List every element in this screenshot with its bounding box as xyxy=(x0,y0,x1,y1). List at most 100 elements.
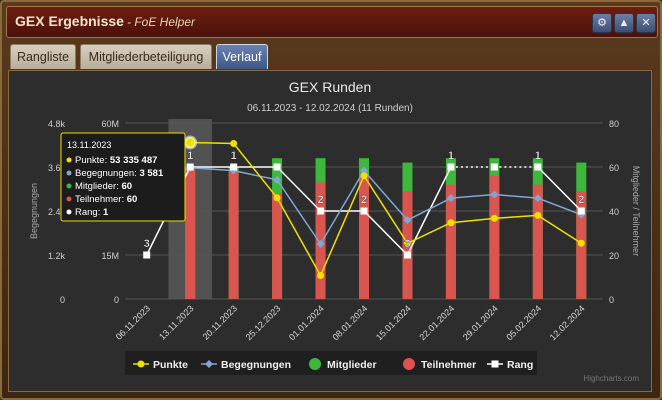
line-punkte xyxy=(190,141,582,278)
y-tick-label-begegnungen: 0 xyxy=(60,295,65,305)
tab-rangliste[interactable]: Rangliste xyxy=(10,44,76,69)
marker-rang xyxy=(360,207,368,215)
marker-punkte xyxy=(490,214,498,222)
chart-panel: GEX Runden 06.11.2023 - 12.02.2024 (11 Ru… xyxy=(8,70,652,392)
window-subtitle: - FoE Helper xyxy=(127,15,196,29)
x-tick-label: 20.11.2023 xyxy=(201,303,239,341)
tooltip-line: Punkte: 53 335 487 xyxy=(75,155,157,166)
legend-item-mitglieder: Mitglieder xyxy=(327,359,377,371)
tooltip-line-label: Punkte: xyxy=(75,155,110,166)
tooltip-line: Rang: 1 xyxy=(75,207,109,218)
x-tick-label: 22.01.2024 xyxy=(417,303,456,342)
marker-punkte xyxy=(183,135,198,150)
bar-teilnehmer xyxy=(185,167,196,299)
legend-item-begegnungen: Begegnungen xyxy=(221,359,291,371)
x-tick-label: 29.01.2024 xyxy=(461,303,500,342)
marker-begegnungen xyxy=(316,240,325,248)
close-icon[interactable]: ✕ xyxy=(636,13,656,33)
rank-data-label: 1 xyxy=(535,150,541,162)
line-rang xyxy=(276,166,322,212)
bar-teilnehmer xyxy=(228,171,239,299)
x-tick-label: 01.01.2024 xyxy=(287,303,326,342)
tooltip-line-value: 60 xyxy=(121,181,132,192)
tooltip-line: Teilnehmer: 60 xyxy=(75,194,137,205)
tab-mitgliederbeteiligung[interactable]: Mitgliederbeteiligung xyxy=(80,44,212,69)
tab-verlauf[interactable]: Verlauf xyxy=(216,44,268,69)
marker-rang xyxy=(186,163,194,171)
y-tick-label-begegnungen: 2.4k xyxy=(48,207,66,217)
marker-begegnungen xyxy=(273,175,282,184)
tooltip-bullet xyxy=(66,196,72,202)
window-title: GEX Ergebnisse xyxy=(15,13,124,29)
x-tick-label: 25.12.2023 xyxy=(244,303,283,342)
marker-begegnungen xyxy=(403,216,412,225)
line-rang xyxy=(537,166,582,212)
title-bar: GEX Ergebnisse - FoE Helper ⚙ ▲ ✕ xyxy=(6,6,658,38)
tooltip-bullet xyxy=(66,157,72,163)
marker-punkte xyxy=(534,211,542,219)
tooltip-bullet xyxy=(66,209,72,215)
marker-rang xyxy=(577,207,585,215)
y-tick-label-right: 80 xyxy=(609,119,619,129)
marker-rang xyxy=(273,163,281,171)
legend-symbol-marker xyxy=(137,360,145,368)
tooltip-line-value: 53 335 487 xyxy=(110,155,158,166)
tooltip-line-value: 3 581 xyxy=(139,168,163,179)
minimize-icon[interactable]: ▲ xyxy=(614,13,634,33)
y-axis-title-left: Begegnungen xyxy=(29,183,39,239)
marker-punkte xyxy=(273,194,281,202)
rank-data-label: 2 xyxy=(361,194,367,206)
bar-teilnehmer xyxy=(445,184,456,299)
y-tick-label-punkte: 15M xyxy=(101,251,119,261)
y-tick-label-right: 20 xyxy=(609,251,619,261)
gex-chart: GEX Runden 06.11.2023 - 12.02.2024 (11 Ru… xyxy=(29,79,641,375)
marker-rang xyxy=(447,163,455,171)
marker-rang xyxy=(230,163,238,171)
tooltip-date: 13.11.2023 xyxy=(67,140,111,150)
y-tick-label-begegnungen: 4.8k xyxy=(48,119,66,129)
marker-rang xyxy=(490,163,498,171)
rank-data-label: 1 xyxy=(448,150,454,162)
bar-teilnehmer xyxy=(489,175,500,299)
marker-begegnungen xyxy=(446,194,455,203)
x-tick-label: 05.02.2024 xyxy=(504,303,543,342)
x-tick-label: 12.02.2024 xyxy=(548,303,587,342)
y-tick-label-right: 60 xyxy=(609,163,619,173)
tooltip-line: Mitglieder: 60 xyxy=(75,181,132,192)
tooltip-line-label: Rang: xyxy=(75,207,103,218)
y-tick-label-begegnungen: 3.6k xyxy=(48,163,66,173)
rank-data-label: 1 xyxy=(231,150,237,162)
bar-teilnehmer xyxy=(532,184,543,299)
marker-punkte xyxy=(447,219,455,227)
bar-teilnehmer xyxy=(359,175,369,299)
marker-begegnungen xyxy=(533,194,542,203)
tooltip-bullet xyxy=(66,170,72,176)
y-tick-label-begegnungen: 1.2k xyxy=(48,251,66,261)
gear-icon[interactable]: ⚙ xyxy=(592,13,612,33)
y-axis-title-right: Mitglieder / Teilnehmer xyxy=(631,166,641,256)
y-tick-label-punkte: 0 xyxy=(114,295,119,305)
legend-item-rang: Rang xyxy=(507,359,533,371)
tooltip-line-label: Teilnehmer: xyxy=(75,194,127,205)
marker-punkte xyxy=(577,239,585,247)
rank-data-label: 2 xyxy=(578,194,584,206)
legend-box xyxy=(125,351,537,375)
marker-rang xyxy=(403,251,411,259)
x-tick-label: 13.11.2023 xyxy=(157,303,195,341)
x-tick-label: 15.01.2024 xyxy=(374,303,413,342)
tooltip-bullet xyxy=(66,183,72,189)
marker-rang xyxy=(143,251,151,259)
marker-punkte xyxy=(360,172,368,180)
marker-begegnungen xyxy=(360,166,368,175)
y-tick-label-punkte: 60M xyxy=(101,119,119,129)
line-rang xyxy=(363,210,408,256)
marker-rang xyxy=(534,163,542,171)
tooltip-line-label: Begegnungen: xyxy=(75,168,139,179)
legend-item-teilnehmer: Teilnehmer xyxy=(421,359,476,371)
marker-punkte xyxy=(403,239,411,247)
x-tick-label: 08.01.2024 xyxy=(330,303,369,342)
marker-punkte xyxy=(230,140,238,148)
tooltip-line-value: 60 xyxy=(127,194,138,205)
chart-title: GEX Runden xyxy=(289,79,372,95)
